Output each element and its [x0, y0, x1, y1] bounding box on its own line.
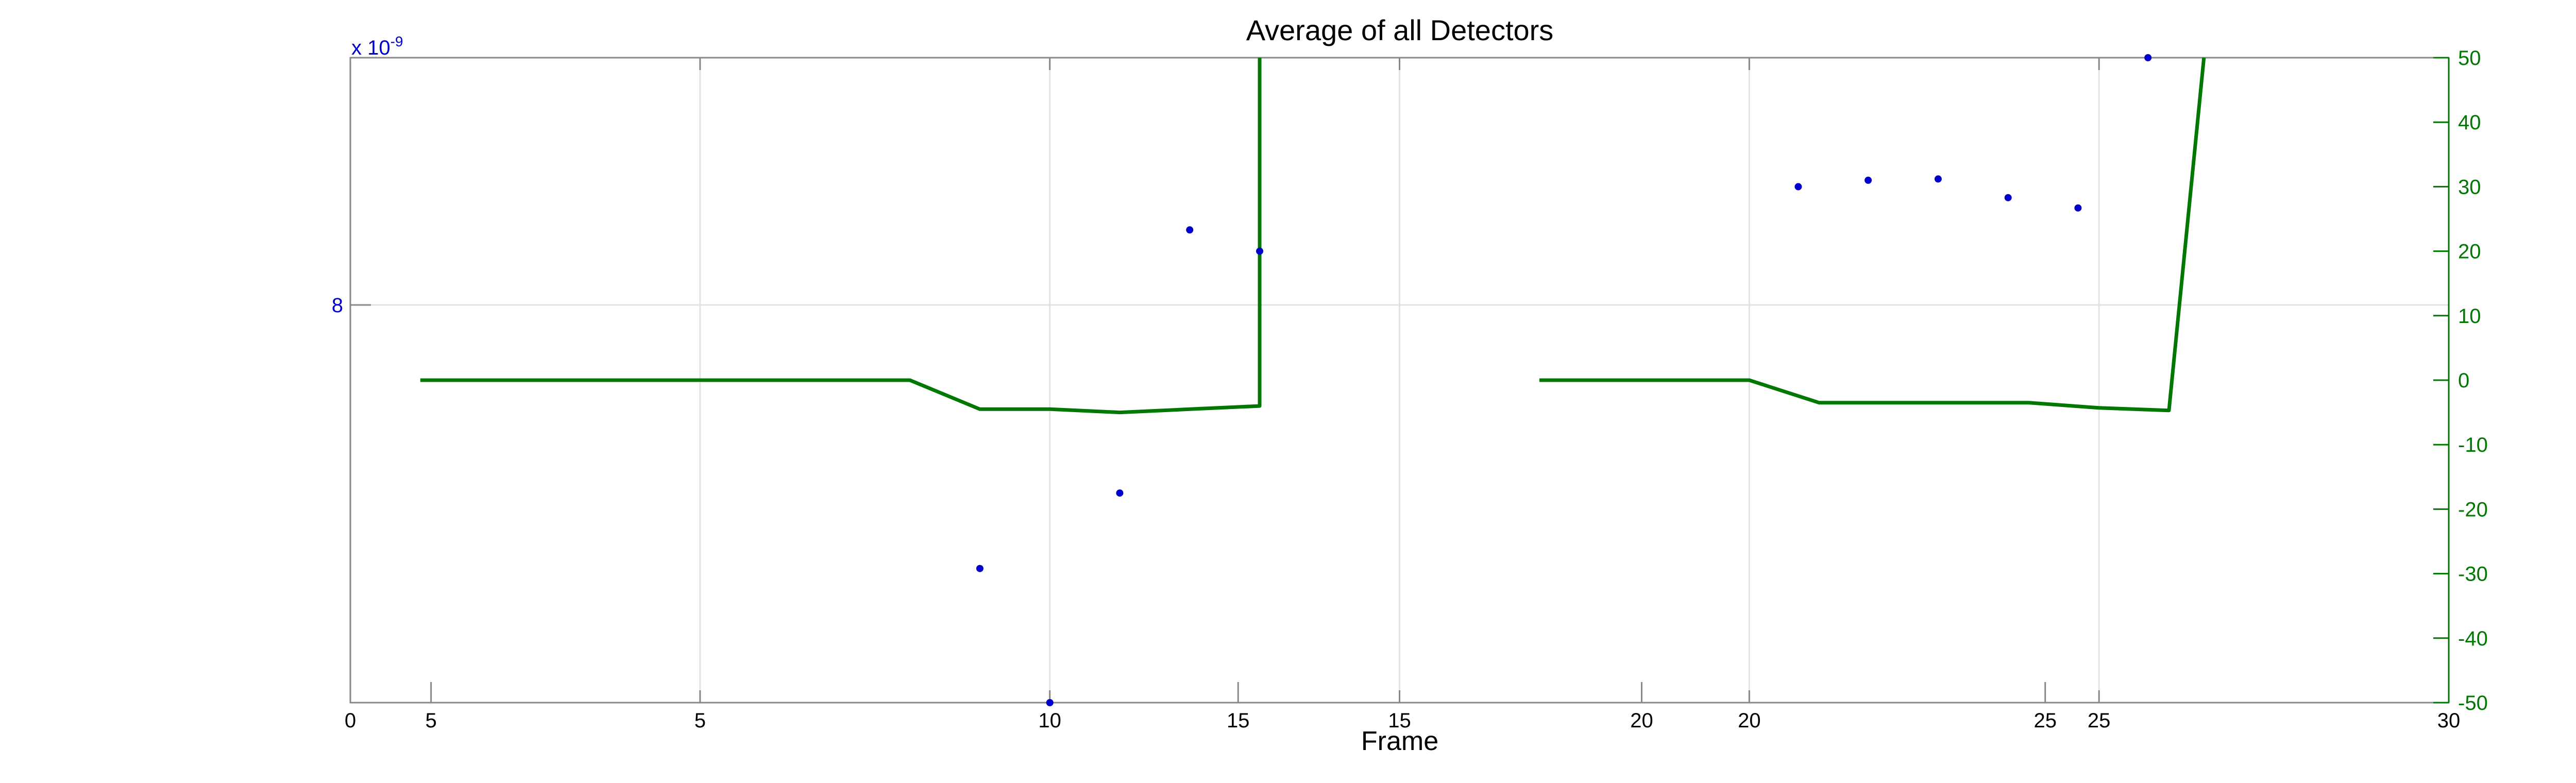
chart-title: Average of all Detectors [1246, 14, 1554, 46]
exponent-base: x 10 [351, 37, 391, 59]
scatter-point [1046, 699, 1054, 706]
right-tick-label: 50 [2458, 47, 2481, 70]
right-tick-label: -50 [2458, 692, 2488, 714]
x-secondary-tick-label: 20 [1630, 709, 1653, 732]
right-tick-label: 40 [2458, 111, 2481, 134]
ticks-layer: 0 5 10 15 20 25 30 5 15 20 25 -50 -40 -30 -20 -10 0 10 20 3… [332, 47, 2488, 732]
scatter-point [1934, 175, 1942, 183]
right-tick-label: -10 [2458, 434, 2488, 456]
x-tick-label: 10 [1038, 709, 1061, 732]
svg-text:x 10-9: x 10-9 [351, 33, 403, 59]
right-tick-label: 10 [2458, 305, 2481, 328]
scatter-point [1794, 183, 1802, 191]
x-tick-label: 5 [694, 709, 706, 732]
x-tick-label: 20 [1738, 709, 1761, 732]
exponent-power: -9 [391, 33, 403, 49]
left-axis-exponent-label: x 10-9 [351, 33, 403, 59]
right-tick-label: -40 [2458, 627, 2488, 650]
series-layer [420, 54, 2206, 706]
scatter-point [1116, 489, 1124, 497]
scatter-point [1865, 176, 1872, 184]
x-secondary-tick-label: 5 [426, 709, 437, 732]
grid-layer [350, 58, 2449, 703]
scatter-point [2144, 54, 2152, 61]
right-tick-label: 20 [2458, 241, 2481, 263]
series-line-segment [420, 58, 1262, 415]
scatter-point [1256, 247, 1263, 255]
x-tick-label: 30 [2437, 709, 2461, 732]
x-axis-label: Frame [1361, 726, 1438, 756]
right-tick-label: -30 [2458, 563, 2488, 586]
x-tick-label: 15 [1388, 709, 1411, 732]
scatter-point [976, 565, 984, 572]
scatter-point [1186, 226, 1194, 234]
x-tick-label: 25 [2088, 709, 2111, 732]
scatter-point [2074, 204, 2082, 212]
right-tick-label: 30 [2458, 176, 2481, 198]
x-secondary-tick-label: 15 [1227, 709, 1250, 732]
right-tick-label: 0 [2458, 369, 2469, 392]
x-secondary-tick-label: 25 [2033, 709, 2057, 732]
series-line-segment [1539, 57, 2206, 413]
left-tick-label: 8 [332, 294, 343, 317]
x-tick-label: 0 [345, 709, 356, 732]
scatter-point [2004, 194, 2012, 201]
right-tick-label: -20 [2458, 498, 2488, 521]
